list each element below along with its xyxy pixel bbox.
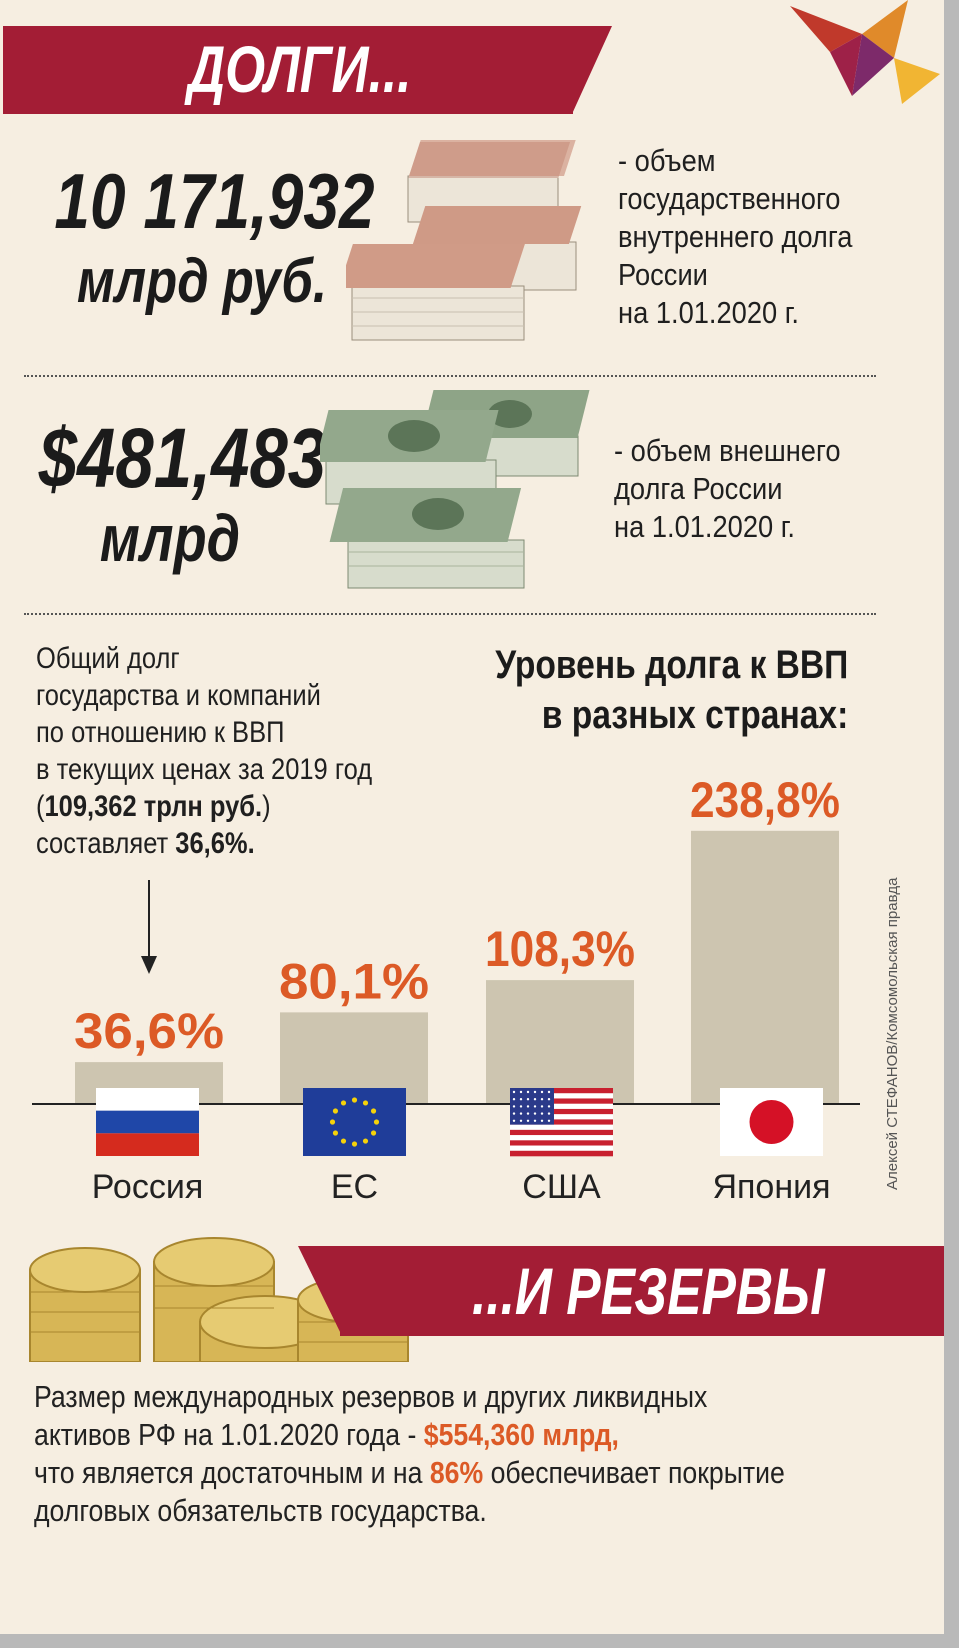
reserves-paragraph: Размер международных резервов и других л… xyxy=(34,1378,785,1530)
external-debt-amount: $481,483 xyxy=(38,411,327,505)
external-desc-line: долга России xyxy=(614,471,783,506)
total-debt-note: Общий долг государства и компаний по отн… xyxy=(36,640,372,862)
dollar-banknotes-icon xyxy=(320,390,590,589)
value-label-eu: 80,1% xyxy=(279,953,429,1009)
reserves-banner-tip xyxy=(298,1246,342,1336)
category-label-russia: Россия xyxy=(92,1168,204,1206)
chart-title: Уровень долга к ВВП в разных странах: xyxy=(495,640,848,740)
debt-to-gdp-bar-chart: 36,6% 80,1% 108,3% 238,8% Россия ЕС США Япония xyxy=(32,772,860,1206)
note-line: государства и компаний xyxy=(36,679,321,712)
ruble-banknotes-icon xyxy=(346,140,582,341)
domestic-desc-line: внутреннего долга xyxy=(618,219,853,254)
category-label-usa: США xyxy=(522,1168,601,1206)
infographic-page: ДОЛГИ... 10 171,932 млрд руб. - объем го… xyxy=(0,0,944,1634)
domestic-debt-amount: 10 171,932 xyxy=(54,157,375,245)
external-debt-unit: млрд xyxy=(99,501,241,575)
note-line: по отношению к ВВП xyxy=(36,716,285,749)
domestic-desc-line: на 1.01.2020 г. xyxy=(618,295,799,330)
bar-japan xyxy=(691,830,839,1104)
gdp-open: ( xyxy=(36,790,45,823)
reserves-banner xyxy=(340,1246,944,1336)
bar-usa xyxy=(486,980,634,1104)
note-line: в текущих ценах за 2019 год xyxy=(36,753,373,786)
value-label-japan: 238,8% xyxy=(690,772,840,828)
category-label-japan: Япония xyxy=(712,1168,830,1206)
reserves-line: долговых обязательств государства. xyxy=(34,1493,487,1528)
section-divider xyxy=(24,613,876,615)
reserves-amount: $554,360 млрд, xyxy=(423,1417,619,1452)
header-title: ДОЛГИ... xyxy=(188,32,412,106)
external-desc-line: - объем внешнего xyxy=(614,433,841,468)
external-debt-description: - объем внешнего долга России на 1.01.20… xyxy=(614,432,840,546)
section-divider xyxy=(24,375,876,377)
reserves-line: Размер международных резервов и других л… xyxy=(34,1379,708,1414)
photo-credit: Алексей СТЕФАНОВ/Комсомольская правда xyxy=(884,877,901,1191)
reserves-percent: 86% xyxy=(429,1455,484,1490)
chart-title-line: Уровень долга к ВВП xyxy=(494,643,848,687)
domestic-desc-line: - объем xyxy=(618,143,716,178)
reserves-line: что является достаточным и на xyxy=(34,1455,430,1490)
reserves-title: ...И РЕЗЕРВЫ xyxy=(472,1254,825,1328)
domestic-desc-line: России xyxy=(618,257,708,292)
banner-tip xyxy=(572,26,612,114)
reserves-line: обеспечивает покрытие xyxy=(483,1455,785,1490)
share-value: 36,6%. xyxy=(175,827,255,860)
category-label-eu: ЕС xyxy=(331,1168,378,1206)
eu-flag-icon xyxy=(303,1088,406,1156)
usa-flag-icon xyxy=(510,1088,613,1157)
note-line: Общий долг xyxy=(36,642,180,675)
gdp-value: 109,362 трлн руб. xyxy=(44,790,263,823)
domestic-debt-description: - объем государственного внутреннего дол… xyxy=(618,142,852,332)
reserves-line: активов РФ на 1.01.2020 года - xyxy=(34,1417,424,1452)
external-desc-line: на 1.01.2020 г. xyxy=(614,509,795,544)
gdp-close: ) xyxy=(262,790,271,823)
domestic-debt-unit: млрд руб. xyxy=(76,247,328,316)
russia-flag-icon xyxy=(96,1088,199,1156)
header-banner xyxy=(3,26,573,114)
share-text: составляет xyxy=(36,827,176,860)
bird-logo-icon xyxy=(790,0,940,104)
arrow-down-icon xyxy=(141,880,157,974)
value-label-russia: 36,6% xyxy=(74,1003,224,1059)
chart-title-line: в разных странах: xyxy=(541,693,848,737)
value-label-usa: 108,3% xyxy=(485,921,635,977)
domestic-desc-line: государственного xyxy=(618,181,841,216)
japan-flag-icon xyxy=(720,1088,823,1156)
